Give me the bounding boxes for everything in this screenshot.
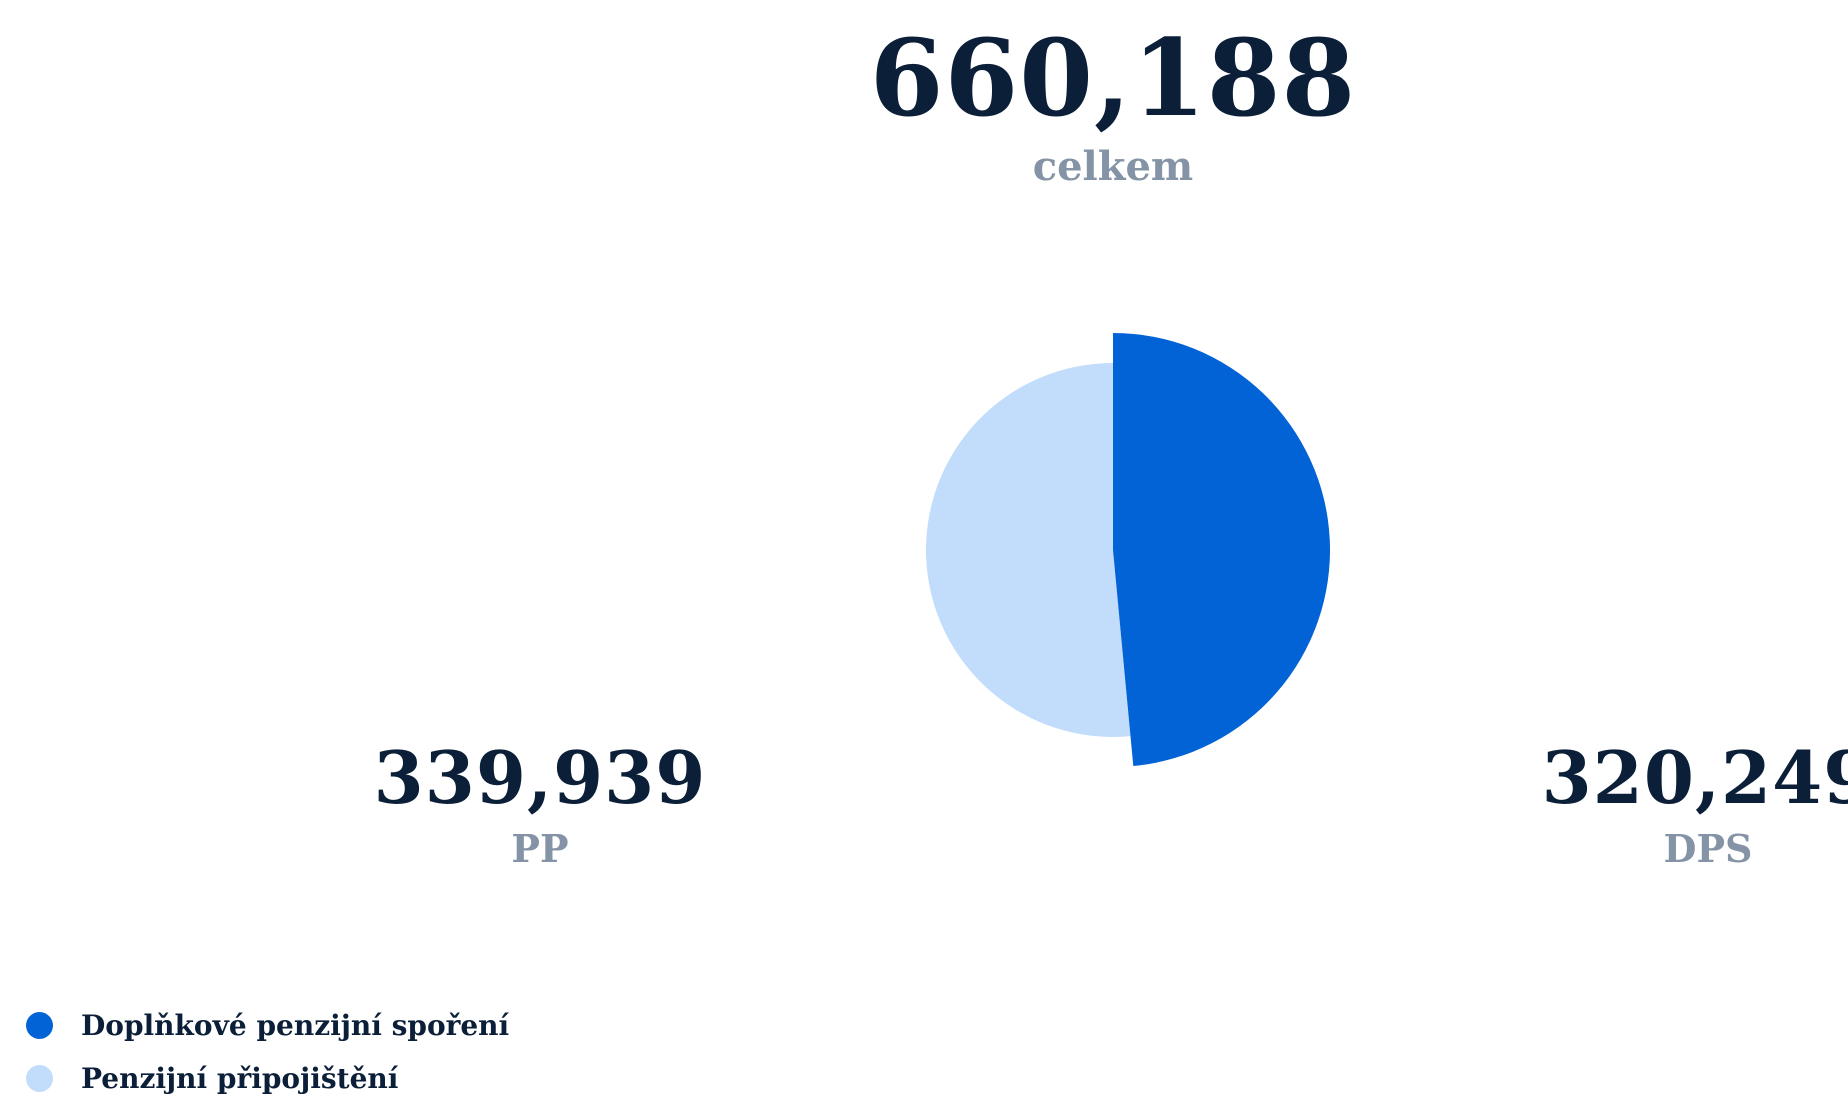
legend: Doplňkové penzijní spoření Penzijní přip… bbox=[26, 1008, 510, 1101]
pie-slice-dps[interactable] bbox=[1113, 333, 1331, 767]
legend-item-pp[interactable]: Penzijní připojištění bbox=[26, 1061, 509, 1095]
pie-slice-pp[interactable] bbox=[926, 363, 1131, 737]
legend-item-dps[interactable]: Doplňkové penzijní spoření bbox=[26, 1008, 510, 1042]
legend-dot-pp-icon bbox=[26, 1064, 53, 1092]
dps-label: DPS bbox=[1663, 826, 1753, 871]
legend-label-pp: Penzijní připojištění bbox=[81, 1061, 399, 1095]
pp-label: PP bbox=[511, 826, 569, 871]
total-value: 660,188 bbox=[869, 15, 1357, 140]
legend-dot-dps-icon bbox=[26, 1011, 53, 1039]
total-label: celkem bbox=[1032, 143, 1194, 190]
dps-value: 320,249 bbox=[1541, 735, 1848, 820]
pp-value: 339,939 bbox=[373, 735, 707, 820]
legend-label-dps: Doplňkové penzijní spoření bbox=[81, 1008, 510, 1042]
